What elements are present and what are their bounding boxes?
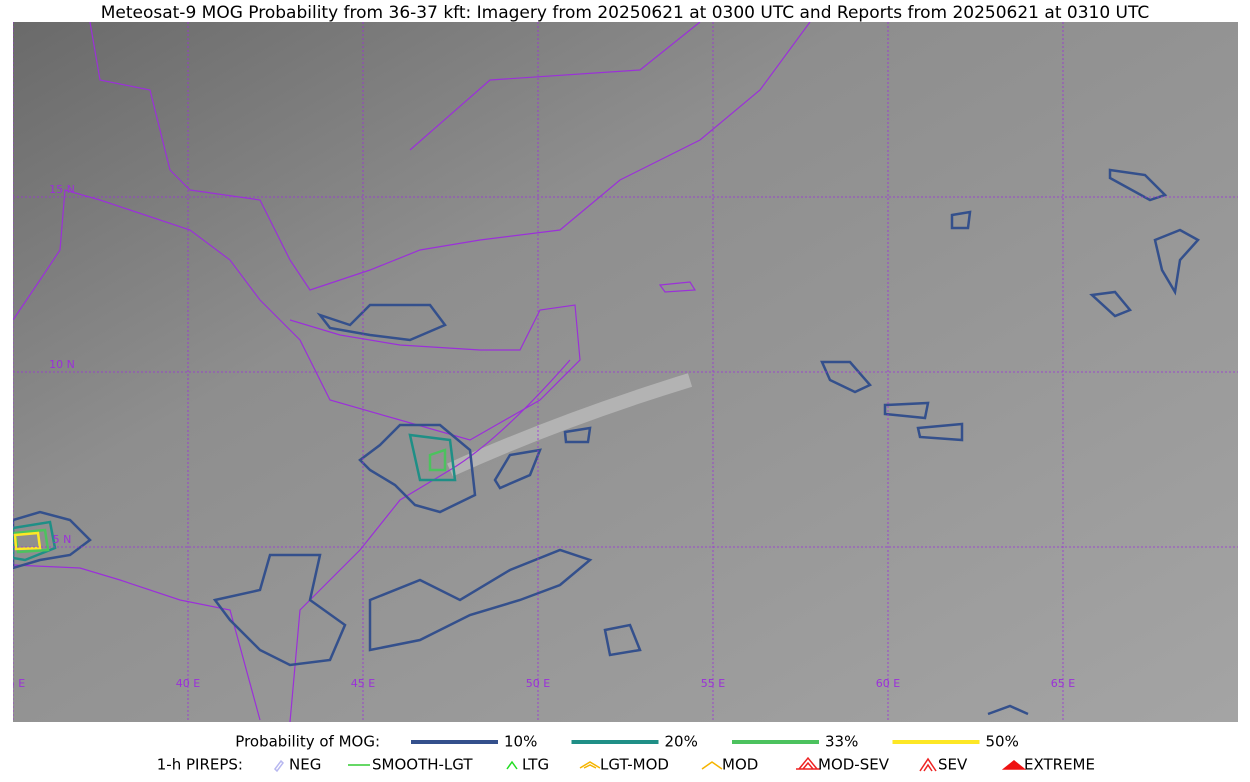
pirep-label: LTG <box>522 756 549 774</box>
pirep-label: MOD <box>722 756 758 774</box>
legend-label: 20% <box>665 733 698 751</box>
legend-title: Probability of MOG: <box>235 733 380 751</box>
lon-label: 60 E <box>876 677 900 690</box>
lon-label: 50 E <box>526 677 550 690</box>
pirep-label: LGT-MOD <box>600 756 669 774</box>
pireps-title: 1-h PIREPS: <box>157 756 243 774</box>
pirep-icon <box>796 756 820 770</box>
legend-label: 33% <box>825 733 858 751</box>
lon-label: 45 E <box>351 677 375 690</box>
lon-label: 65 E <box>1051 677 1075 690</box>
pirep-label: SEV <box>938 756 968 774</box>
lon-label: 40 E <box>176 677 200 690</box>
cloud-band <box>447 373 693 477</box>
pirep-icon <box>274 759 284 773</box>
pirep-icon <box>506 760 518 770</box>
lat-label: 10 N <box>49 358 75 371</box>
legend-label: 50% <box>986 733 1019 751</box>
pirep-icon <box>579 761 601 769</box>
lon-label: 55 E <box>701 677 725 690</box>
pirep-label: NEG <box>289 756 321 774</box>
pirep-icon <box>919 757 937 772</box>
pirep-icon <box>1001 760 1027 770</box>
pirep-label: EXTREME <box>1024 756 1095 774</box>
legend-label: 10% <box>504 733 537 751</box>
lon-label: 35 E <box>1 677 25 690</box>
mog-contours <box>13 168 1200 716</box>
legend: Probability of MOG: 10% 20% 33% 50% 1-h PIREP… <box>157 733 1095 774</box>
pirep-label: SMOOTH-LGT <box>372 756 473 774</box>
map: 35 E 40 E 45 E 50 E 55 E 60 E 65 E 15 N 10 N 5 N <box>1 22 1238 722</box>
lat-label: 15 N <box>49 183 75 196</box>
pirep-label: MOD-SEV <box>818 756 890 774</box>
lat-label: 5 N <box>53 533 72 546</box>
graticule: 35 E 40 E 45 E 50 E 55 E 60 E 65 E 15 N 10 N 5 N <box>1 22 1238 722</box>
coastlines <box>13 22 811 722</box>
pirep-icon <box>701 761 723 770</box>
title: Meteosat-9 MOG Probability from 36-37 kf… <box>101 3 1150 23</box>
